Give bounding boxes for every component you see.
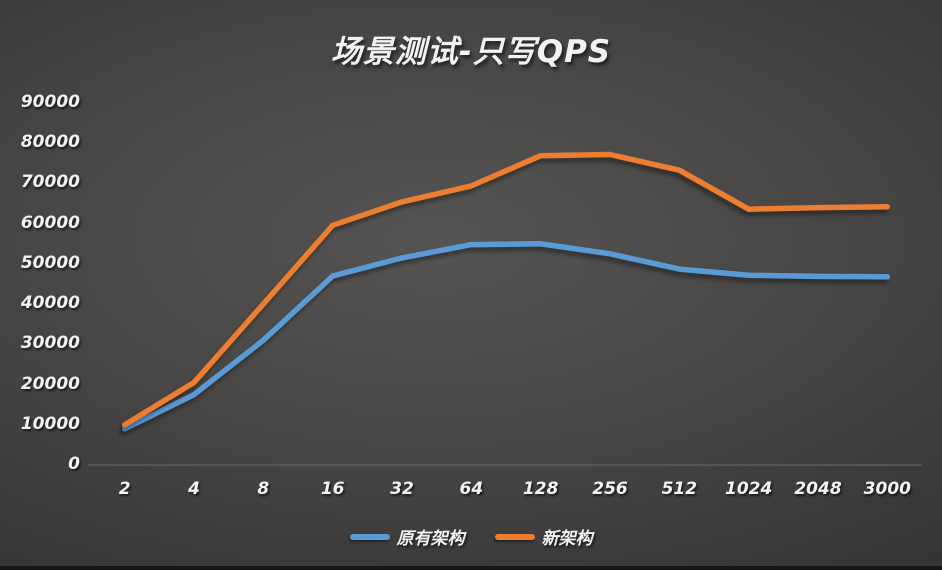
legend-label-original-arch: 原有架构 xyxy=(396,529,465,549)
y-tick-label: 80000 xyxy=(20,132,80,153)
chart-title: 场景测试-只写QPS xyxy=(330,34,612,70)
x-tick-label: 2048 xyxy=(794,479,842,499)
x-tick-label: 64 xyxy=(459,479,484,499)
y-tick-label: 70000 xyxy=(20,172,80,193)
legend-item-new-arch[interactable]: 新架构 xyxy=(494,524,593,549)
x-tick-label: 32 xyxy=(390,479,414,499)
x-tick-label: 3000 xyxy=(863,479,911,499)
y-tick-label: 10000 xyxy=(20,413,80,434)
legend-label-new-arch: 新架构 xyxy=(541,529,593,549)
x-tick-label: 256 xyxy=(592,479,628,499)
x-tick-label: 4 xyxy=(188,479,200,499)
legend: 原有架构 新架构 xyxy=(0,524,942,549)
y-tick-label: 30000 xyxy=(20,333,80,354)
y-tick-label: 90000 xyxy=(20,92,80,112)
y-tick-label: 50000 xyxy=(20,252,80,273)
legend-swatch-blue xyxy=(349,533,390,540)
series-line-1[interactable] xyxy=(121,151,891,428)
x-tick-label: 128 xyxy=(522,479,559,499)
x-tick-label: 2 xyxy=(118,479,131,499)
y-tick-label: 20000 xyxy=(20,373,80,394)
bottom-edge-strip xyxy=(0,566,942,570)
y-tick-label: 40000 xyxy=(20,293,80,314)
y-tick-label: 60000 xyxy=(20,212,80,233)
legend-swatch-orange xyxy=(494,533,535,540)
legend-item-original-arch[interactable]: 原有架构 xyxy=(349,524,465,549)
series-line-0[interactable] xyxy=(121,241,891,432)
x-tick-label: 1024 xyxy=(724,479,773,499)
y-tick-label: 0 xyxy=(68,454,80,474)
x-tick-label: 512 xyxy=(661,479,698,499)
x-tick-label: 16 xyxy=(320,479,345,499)
x-tick-label: 8 xyxy=(257,479,270,499)
